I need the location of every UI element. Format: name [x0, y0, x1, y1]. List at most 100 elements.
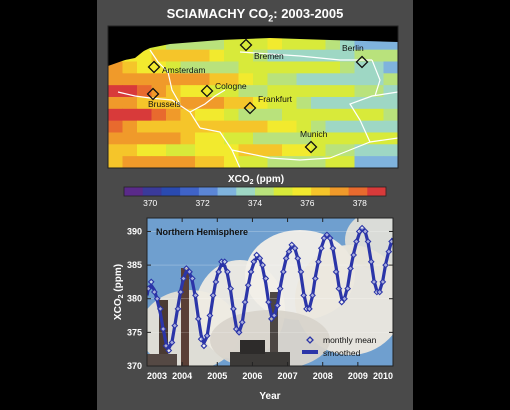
y-tick-label: 375 — [127, 327, 142, 337]
monthly-mean-point — [300, 291, 308, 299]
map-cell — [166, 144, 181, 157]
map-cell — [253, 96, 268, 110]
map-cell — [311, 167, 326, 168]
map-cell — [209, 167, 225, 168]
map-cell — [180, 61, 196, 74]
axis-ticks — [146, 218, 394, 367]
map-cell — [195, 156, 210, 168]
border-lux — [189, 89, 226, 113]
map-cell — [151, 132, 167, 145]
map-cell — [238, 73, 254, 86]
map-cell — [209, 156, 225, 168]
city-marker-munich — [304, 140, 318, 154]
monthly-mean-point — [147, 278, 155, 286]
map-cell — [137, 156, 152, 168]
city-label-brussels: Brussels — [148, 99, 181, 109]
map-cell — [296, 61, 312, 74]
monthly-mean-point — [212, 278, 220, 286]
monthly-mean-point — [338, 298, 346, 306]
monthly-mean-point — [326, 234, 334, 242]
map-cell — [137, 96, 152, 110]
colorbar-segment — [348, 187, 368, 196]
monthly-mean-point — [382, 261, 389, 269]
map-cell — [166, 120, 181, 133]
border-pl-de — [371, 59, 381, 97]
monthly-mean-point — [147, 285, 152, 293]
map-cell — [122, 144, 138, 157]
colorbar-segment — [311, 187, 331, 196]
map-cell — [122, 73, 138, 86]
monthly-mean-point — [376, 288, 384, 296]
monthly-mean-point — [159, 325, 167, 333]
monthly-mean-point — [224, 268, 231, 276]
border-be-fr — [117, 91, 201, 129]
border-nl-de — [149, 49, 181, 105]
map-cell — [369, 61, 384, 74]
city-label-bremen: Bremen — [254, 51, 284, 61]
map-cell — [282, 85, 297, 98]
city-label-cologne: Cologne — [215, 81, 247, 91]
map-cell — [224, 108, 239, 122]
city-label-munich: Munich — [300, 129, 328, 139]
map-cell — [180, 85, 196, 98]
monthly-mean-point — [235, 328, 243, 336]
map-cell — [296, 120, 312, 133]
map-cell — [108, 96, 123, 110]
map-cell — [296, 49, 312, 62]
map-cell — [325, 132, 341, 145]
map-cell — [195, 144, 210, 157]
city-marker-amsterdam — [147, 60, 161, 74]
figure-title: SCIAMACHY CO2: 2003-2005 — [166, 6, 344, 24]
map-cell — [238, 61, 254, 74]
map-cell — [224, 49, 239, 62]
map-cell — [224, 73, 239, 86]
map-cell — [224, 61, 239, 74]
map-cell — [209, 108, 225, 122]
monthly-mean-point — [367, 258, 375, 266]
map-cell — [383, 108, 398, 122]
monthly-mean-point — [156, 305, 164, 313]
map-cell — [166, 61, 181, 74]
legend-label-monthly-mean: monthly mean — [323, 335, 377, 345]
city-marker-frankfurt — [243, 101, 257, 115]
co2-map: Amsterdam Bremen Berlin Cologne Brussels Fran… — [108, 26, 398, 168]
map-cell — [151, 167, 167, 168]
map-cell — [282, 156, 297, 168]
map-cell — [224, 156, 239, 168]
monthly-mean-point — [282, 254, 290, 262]
city-label-frankfurt: Frankfurt — [258, 94, 293, 104]
map-cell — [369, 108, 384, 122]
map-cell — [311, 108, 326, 122]
map-cell — [209, 37, 225, 51]
monthly-mean-point — [200, 342, 208, 350]
monthly-mean-point — [206, 312, 214, 319]
x-tick-label: 2009 — [348, 371, 368, 381]
monthly-mean-point — [221, 258, 229, 266]
legend-swatch-smoothed — [302, 350, 318, 354]
monthly-mean-point — [232, 325, 240, 333]
monthly-mean-point — [151, 288, 158, 296]
map-cell — [151, 108, 167, 122]
map-cell — [354, 85, 370, 98]
monthly-mean-point — [180, 275, 187, 282]
map-cell — [340, 156, 355, 168]
monthly-mean-point — [297, 268, 305, 276]
legend-marker-monthly-mean — [306, 336, 314, 344]
monthly-mean-point — [153, 295, 161, 303]
map-cell — [354, 132, 370, 145]
colorbar-segment — [124, 187, 144, 196]
map-cell — [137, 108, 152, 122]
map-cell — [137, 61, 152, 74]
map-cell — [151, 73, 167, 86]
map-cell — [325, 73, 341, 86]
legend: monthly mean smoothed — [302, 335, 377, 358]
monthly-mean-point — [174, 305, 182, 313]
map-cell — [195, 61, 210, 74]
monthly-mean-point — [347, 265, 354, 272]
map-cell — [267, 120, 283, 133]
map-cell — [282, 37, 297, 51]
map-cell — [282, 96, 297, 110]
map-cell — [369, 167, 384, 168]
monthly-mean-point — [315, 258, 322, 266]
city-label-berlin: Berlin — [342, 43, 364, 53]
